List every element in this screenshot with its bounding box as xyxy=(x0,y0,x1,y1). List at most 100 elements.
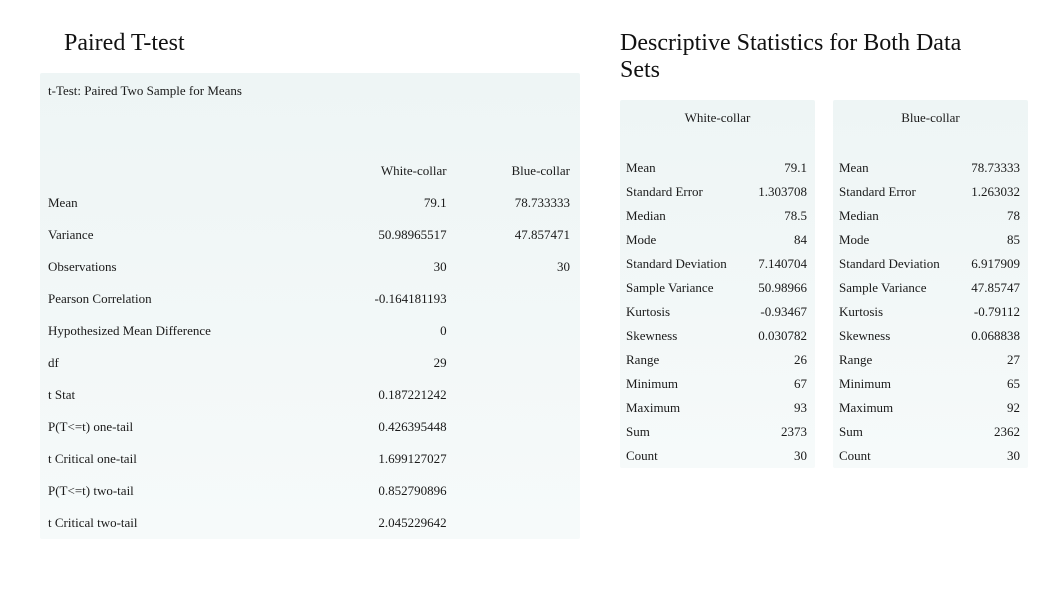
row-min: Minimum67 xyxy=(620,372,815,396)
row-se: Standard Error1.263032 xyxy=(833,180,1028,204)
row-se: Standard Error1.303708 xyxy=(620,180,815,204)
label: Observations xyxy=(40,251,353,283)
ttest-row-p1: P(T<=t) one-tail 0.426395448 xyxy=(40,411,580,443)
k: Sample Variance xyxy=(833,276,950,300)
k: Minimum xyxy=(833,372,950,396)
stats-white: White-collar Mean79.1 Standard Error1.30… xyxy=(620,100,815,468)
ttest-row-variance: Variance 50.98965517 47.857471 xyxy=(40,219,580,251)
ttest-row-tc1: t Critical one-tail 1.699127027 xyxy=(40,443,580,475)
row-range: Range26 xyxy=(620,348,815,372)
k: Maximum xyxy=(833,396,950,420)
label: P(T<=t) two-tail xyxy=(40,475,353,507)
value-c1: 0.426395448 xyxy=(353,411,466,443)
label: P(T<=t) one-tail xyxy=(40,411,353,443)
value-c1: 79.1 xyxy=(353,187,466,219)
v: 47.85747 xyxy=(950,276,1028,300)
row-sum: Sum2362 xyxy=(833,420,1028,444)
k: Sum xyxy=(620,420,737,444)
label: t Critical two-tail xyxy=(40,507,353,539)
v: 65 xyxy=(950,372,1028,396)
row-skew: Skewness0.030782 xyxy=(620,324,815,348)
k: Kurtosis xyxy=(620,300,737,324)
v: 0.068838 xyxy=(950,324,1028,348)
value-c1: 30 xyxy=(353,251,466,283)
v: 78 xyxy=(950,204,1028,228)
ttest-row-tstat: t Stat 0.187221242 xyxy=(40,379,580,411)
row-median: Median78.5 xyxy=(620,204,815,228)
row-kurt: Kurtosis-0.93467 xyxy=(620,300,815,324)
k: Standard Error xyxy=(620,180,737,204)
ttest-table: White-collar Blue-collar Mean 79.1 78.73… xyxy=(40,103,580,539)
row-min: Minimum65 xyxy=(833,372,1028,396)
value-c1: 50.98965517 xyxy=(353,219,466,251)
k: Count xyxy=(833,444,950,468)
k: Skewness xyxy=(833,324,950,348)
value-c1: -0.164181193 xyxy=(353,283,466,315)
row-max: Maximum93 xyxy=(620,396,815,420)
v: 0.030782 xyxy=(737,324,815,348)
k: Mode xyxy=(620,228,737,252)
stats-pair: White-collar Mean79.1 Standard Error1.30… xyxy=(620,100,1050,468)
v: 30 xyxy=(737,444,815,468)
v: 78.73333 xyxy=(950,156,1028,180)
label: t Critical one-tail xyxy=(40,443,353,475)
k: Standard Deviation xyxy=(833,252,950,276)
v: 1.303708 xyxy=(737,180,815,204)
label: t Stat xyxy=(40,379,353,411)
row-count: Count30 xyxy=(620,444,815,468)
ttest-col2: Blue-collar xyxy=(467,103,580,187)
k: Median xyxy=(620,204,737,228)
v: 67 xyxy=(737,372,815,396)
row-kurt: Kurtosis-0.79112 xyxy=(833,300,1028,324)
v: -0.93467 xyxy=(737,300,815,324)
label: df xyxy=(40,347,353,379)
k: Standard Deviation xyxy=(620,252,737,276)
ttest-col1: White-collar xyxy=(353,103,466,187)
value-c2: 78.733333 xyxy=(467,187,580,219)
v: 6.917909 xyxy=(950,252,1028,276)
row-sd: Standard Deviation6.917909 xyxy=(833,252,1028,276)
stats-white-table: Mean79.1 Standard Error1.303708 Median78… xyxy=(620,156,815,468)
label: Variance xyxy=(40,219,353,251)
row-max: Maximum92 xyxy=(833,396,1028,420)
v: 7.140704 xyxy=(737,252,815,276)
v: 2373 xyxy=(737,420,815,444)
v: 27 xyxy=(950,348,1028,372)
v: 26 xyxy=(737,348,815,372)
row-sd: Standard Deviation7.140704 xyxy=(620,252,815,276)
ttest-row-tc2: t Critical two-tail 2.045229642 xyxy=(40,507,580,539)
row-median: Median78 xyxy=(833,204,1028,228)
v: 1.263032 xyxy=(950,180,1028,204)
stats-blue-table: Mean78.73333 Standard Error1.263032 Medi… xyxy=(833,156,1028,468)
value-c1: 0.187221242 xyxy=(353,379,466,411)
row-mean: Mean78.73333 xyxy=(833,156,1028,180)
ttest-row-pearson: Pearson Correlation -0.164181193 xyxy=(40,283,580,315)
ttest-box: t-Test: Paired Two Sample for Means Whit… xyxy=(40,73,580,539)
k: Median xyxy=(833,204,950,228)
row-mean: Mean79.1 xyxy=(620,156,815,180)
row-skew: Skewness0.068838 xyxy=(833,324,1028,348)
v: 79.1 xyxy=(737,156,815,180)
k: Minimum xyxy=(620,372,737,396)
value-c2: 47.857471 xyxy=(467,219,580,251)
stats-blue: Blue-collar Mean78.73333 Standard Error1… xyxy=(833,100,1028,468)
value-c2 xyxy=(467,347,580,379)
row-sum: Sum2373 xyxy=(620,420,815,444)
value-c1: 2.045229642 xyxy=(353,507,466,539)
value-c2 xyxy=(467,475,580,507)
value-c1: 29 xyxy=(353,347,466,379)
row-mode: Mode85 xyxy=(833,228,1028,252)
right-panel: Descriptive Statistics for Both Data Set… xyxy=(580,0,1050,598)
label: Mean xyxy=(40,187,353,219)
k: Count xyxy=(620,444,737,468)
ttest-subtitle: t-Test: Paired Two Sample for Means xyxy=(40,73,580,103)
ttest-row-df: df 29 xyxy=(40,347,580,379)
row-sv: Sample Variance47.85747 xyxy=(833,276,1028,300)
label: Pearson Correlation xyxy=(40,283,353,315)
k: Mode xyxy=(833,228,950,252)
value-c2 xyxy=(467,411,580,443)
v: 93 xyxy=(737,396,815,420)
stats-white-header: White-collar xyxy=(620,100,815,156)
v: 78.5 xyxy=(737,204,815,228)
v: 85 xyxy=(950,228,1028,252)
